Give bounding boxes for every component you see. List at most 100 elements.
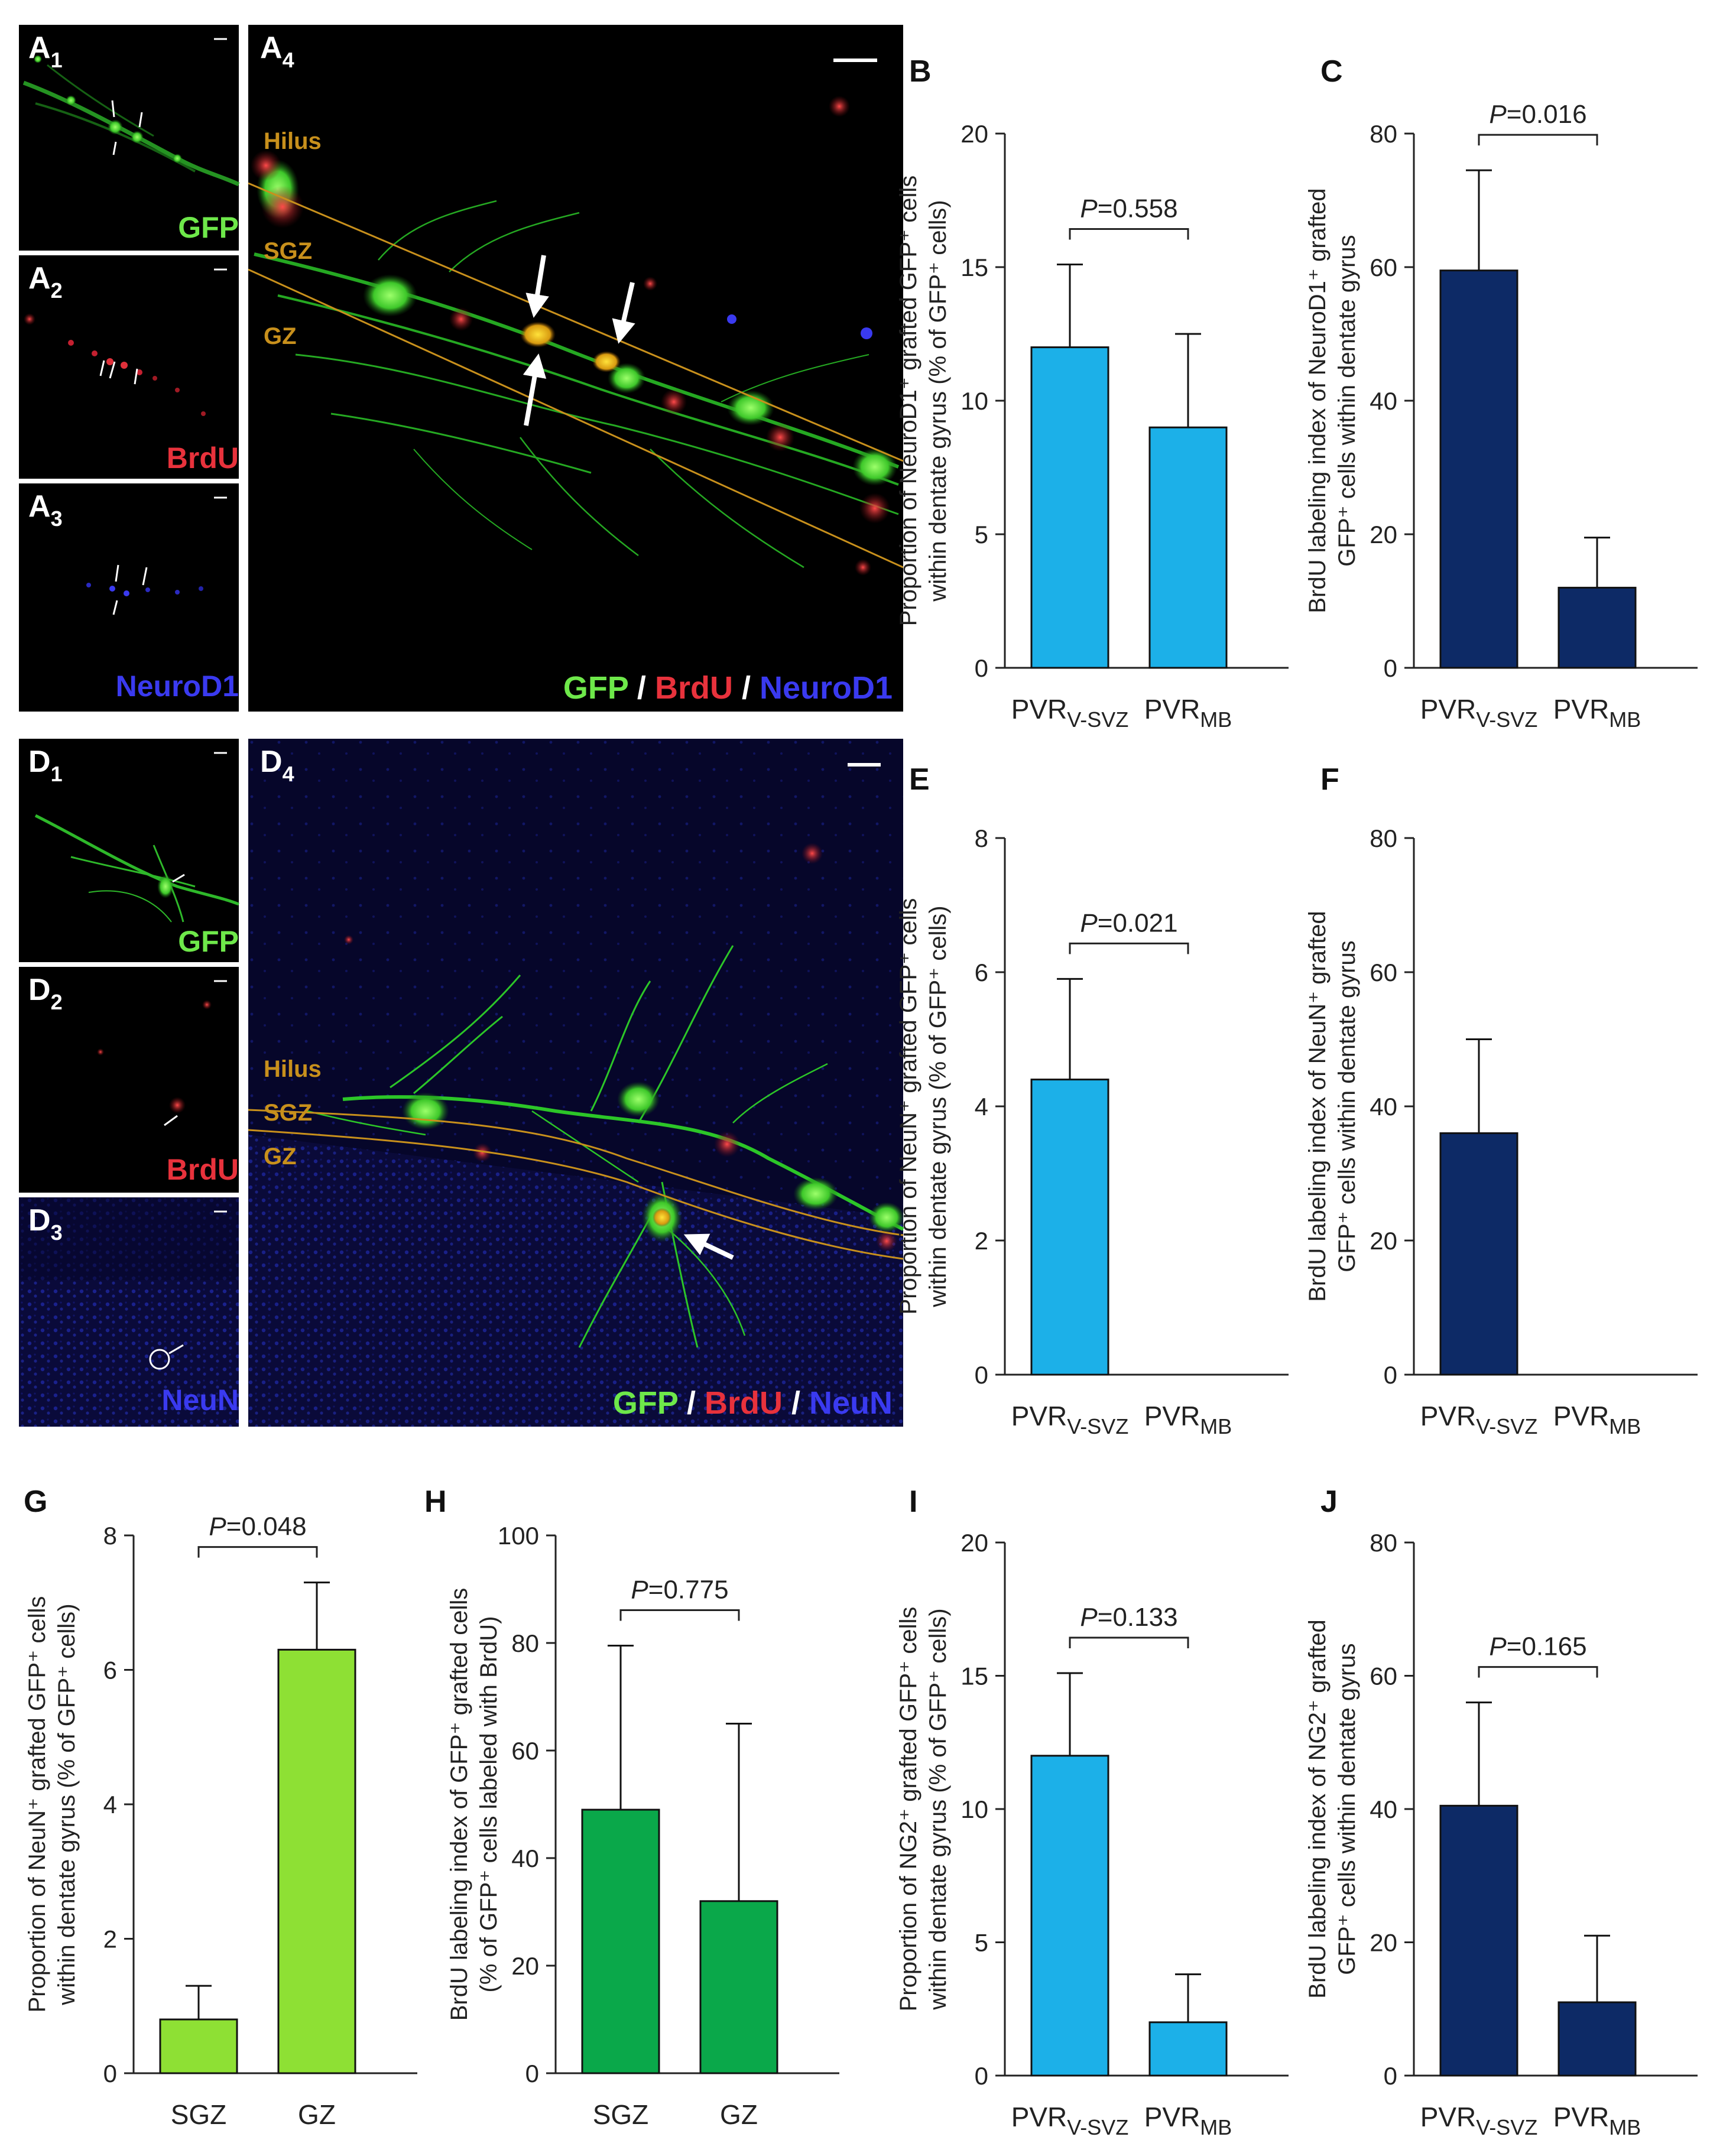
micrograph-a3 (19, 483, 239, 712)
brdu-nucleus (202, 1000, 212, 1009)
x-tick-label: SGZ (171, 2099, 227, 2130)
p-value: P=0.775 (631, 1576, 728, 1605)
y-axis-label: BrdU labeling index of NG2⁺ grafted (1305, 1619, 1331, 1998)
panel-label: D2 (28, 973, 63, 1014)
gfp-soma (157, 875, 174, 898)
x-tick-label: PVRMB (1553, 1401, 1641, 1438)
arrow-marks (111, 100, 143, 155)
gfp-cells (22, 55, 240, 187)
panel-label: A3 (28, 489, 63, 531)
stain-label: NeuN (161, 1384, 239, 1417)
x-tick-label: PVRMB (1144, 2102, 1232, 2139)
micrograph-a4 (248, 25, 904, 712)
panel-label: D3 (28, 1203, 63, 1245)
y-tick-label: 6 (975, 959, 988, 986)
zone-label: Hilus (264, 1056, 322, 1082)
y-axis-label: within dentate gyrus (% of GFP⁺ cells) (925, 200, 951, 602)
panel-letter: C (1320, 54, 1343, 89)
y-axis-label: Proportion of NeuN⁺ grafted GFP⁺ cells (895, 898, 921, 1315)
zone-label: GZ (264, 323, 297, 349)
y-tick-label: 10 (961, 387, 988, 415)
y-tick-label: 2 (975, 1227, 988, 1255)
bar (1557, 2001, 1637, 2077)
panel-letter: B (909, 54, 932, 89)
x-tick-label: PVRV-SVZ (1011, 1401, 1129, 1438)
white-arrow (683, 1233, 734, 1260)
p-value: P=0.016 (1489, 100, 1586, 129)
panel-letter: I (909, 1485, 917, 1519)
y-axis-label: BrdU labeling index of NeuN⁺ grafted (1305, 911, 1331, 1301)
p-value: P=0.048 (209, 1512, 306, 1541)
stain-label: BrdU (167, 1153, 239, 1186)
arrow-mark (172, 873, 185, 883)
zone-label: SGZ (264, 1100, 312, 1126)
p-value: P=0.165 (1489, 1632, 1586, 1661)
significance-bracket (1478, 1666, 1598, 1678)
bar (277, 1648, 356, 2074)
white-arrows (523, 255, 635, 426)
y-tick-label: 60 (1370, 254, 1397, 281)
y-tick-label: 40 (1370, 1093, 1397, 1121)
significance-bracket (619, 1609, 740, 1621)
bar (1557, 586, 1637, 669)
y-tick-label: 0 (1384, 1361, 1397, 1389)
y-tick-label: 8 (975, 824, 988, 852)
y-tick-label: 2 (103, 1925, 117, 1953)
bar (1148, 426, 1228, 669)
y-tick-label: 8 (103, 1522, 117, 1550)
y-tick-label: 0 (103, 2060, 117, 2087)
chart-b: B 0 5 10 15 20 PVRV-SVZ PVRMB P=0.558 Proportion … (895, 54, 1289, 732)
y-tick-label: 60 (1370, 1662, 1397, 1690)
p-value: P=0.133 (1080, 1603, 1177, 1632)
y-tick-label: 80 (511, 1629, 539, 1657)
y-tick-label: 15 (961, 1662, 988, 1690)
x-tick-label: PVRMB (1144, 1401, 1232, 1438)
y-tick-label: 5 (975, 1929, 988, 1957)
zone-label: SGZ (264, 238, 312, 264)
y-tick-label: 80 (1370, 120, 1397, 148)
panel-letter: E (909, 762, 930, 797)
y-tick-label: 100 (498, 1522, 539, 1550)
micrograph-d2 (19, 967, 239, 1193)
y-axis-label: GFP⁺ cells within dentate gyrus (1334, 235, 1360, 566)
y-tick-label: 60 (511, 1737, 539, 1765)
y-tick-label: 0 (525, 2060, 539, 2087)
bar (1030, 1079, 1109, 1376)
panel-label: D1 (28, 745, 63, 786)
y-tick-label: 40 (1370, 1795, 1397, 1823)
micrograph-d4 (248, 739, 904, 1427)
arrow-mark (168, 1344, 184, 1355)
bar (1439, 1132, 1518, 1376)
x-tick-label: GZ (720, 2099, 758, 2130)
panel-letter: H (424, 1485, 447, 1519)
y-axis-label: within dentate gyrus (% of GFP⁺ cells) (925, 905, 951, 1307)
chart-j: J 0 20 40 60 80 PVRV-SVZ PVRMB P=0.165 BrdU label… (1305, 1485, 1698, 2139)
y-tick-label: 0 (1384, 2062, 1397, 2090)
stain-label: GFP (178, 211, 239, 244)
y-tick-label: 4 (103, 1791, 117, 1818)
y-tick-label: 0 (1384, 654, 1397, 682)
y-axis-label: BrdU labeling index of GFP⁺ grafted cell… (446, 1588, 472, 2021)
y-axis-label: within dentate gyrus (% of GFP⁺ cells) (54, 1603, 80, 2005)
bar (1439, 269, 1518, 669)
panel-letter: J (1320, 1485, 1338, 1519)
zone-boundaries (248, 1109, 904, 1260)
significance-bracket (1478, 134, 1598, 146)
chart-e: E 0 2 4 6 8 PVRV-SVZ PVRMB P=0.021 Proportion of … (895, 762, 1289, 1438)
x-tick-label: PVRV-SVZ (1011, 2102, 1129, 2139)
merge-legend: GFP / BrdU / NeuN (613, 1385, 893, 1421)
cell-circle (149, 1349, 170, 1370)
y-tick-label: 0 (975, 654, 988, 682)
p-value: P=0.021 (1080, 908, 1177, 937)
panel-letter: F (1320, 762, 1339, 797)
panel-label: A4 (260, 31, 294, 72)
x-tick-label: PVRV-SVZ (1420, 694, 1538, 732)
y-tick-label: 80 (1370, 824, 1397, 852)
gfp-somata (402, 1082, 904, 1242)
arrow-mark (164, 1115, 178, 1126)
significance-bracket (1069, 1636, 1189, 1648)
y-tick-label: 40 (511, 1845, 539, 1872)
y-axis-label: (% of GFP⁺ cells labeled with BrdU) (476, 1616, 502, 1993)
stain-label: BrdU (167, 441, 239, 475)
